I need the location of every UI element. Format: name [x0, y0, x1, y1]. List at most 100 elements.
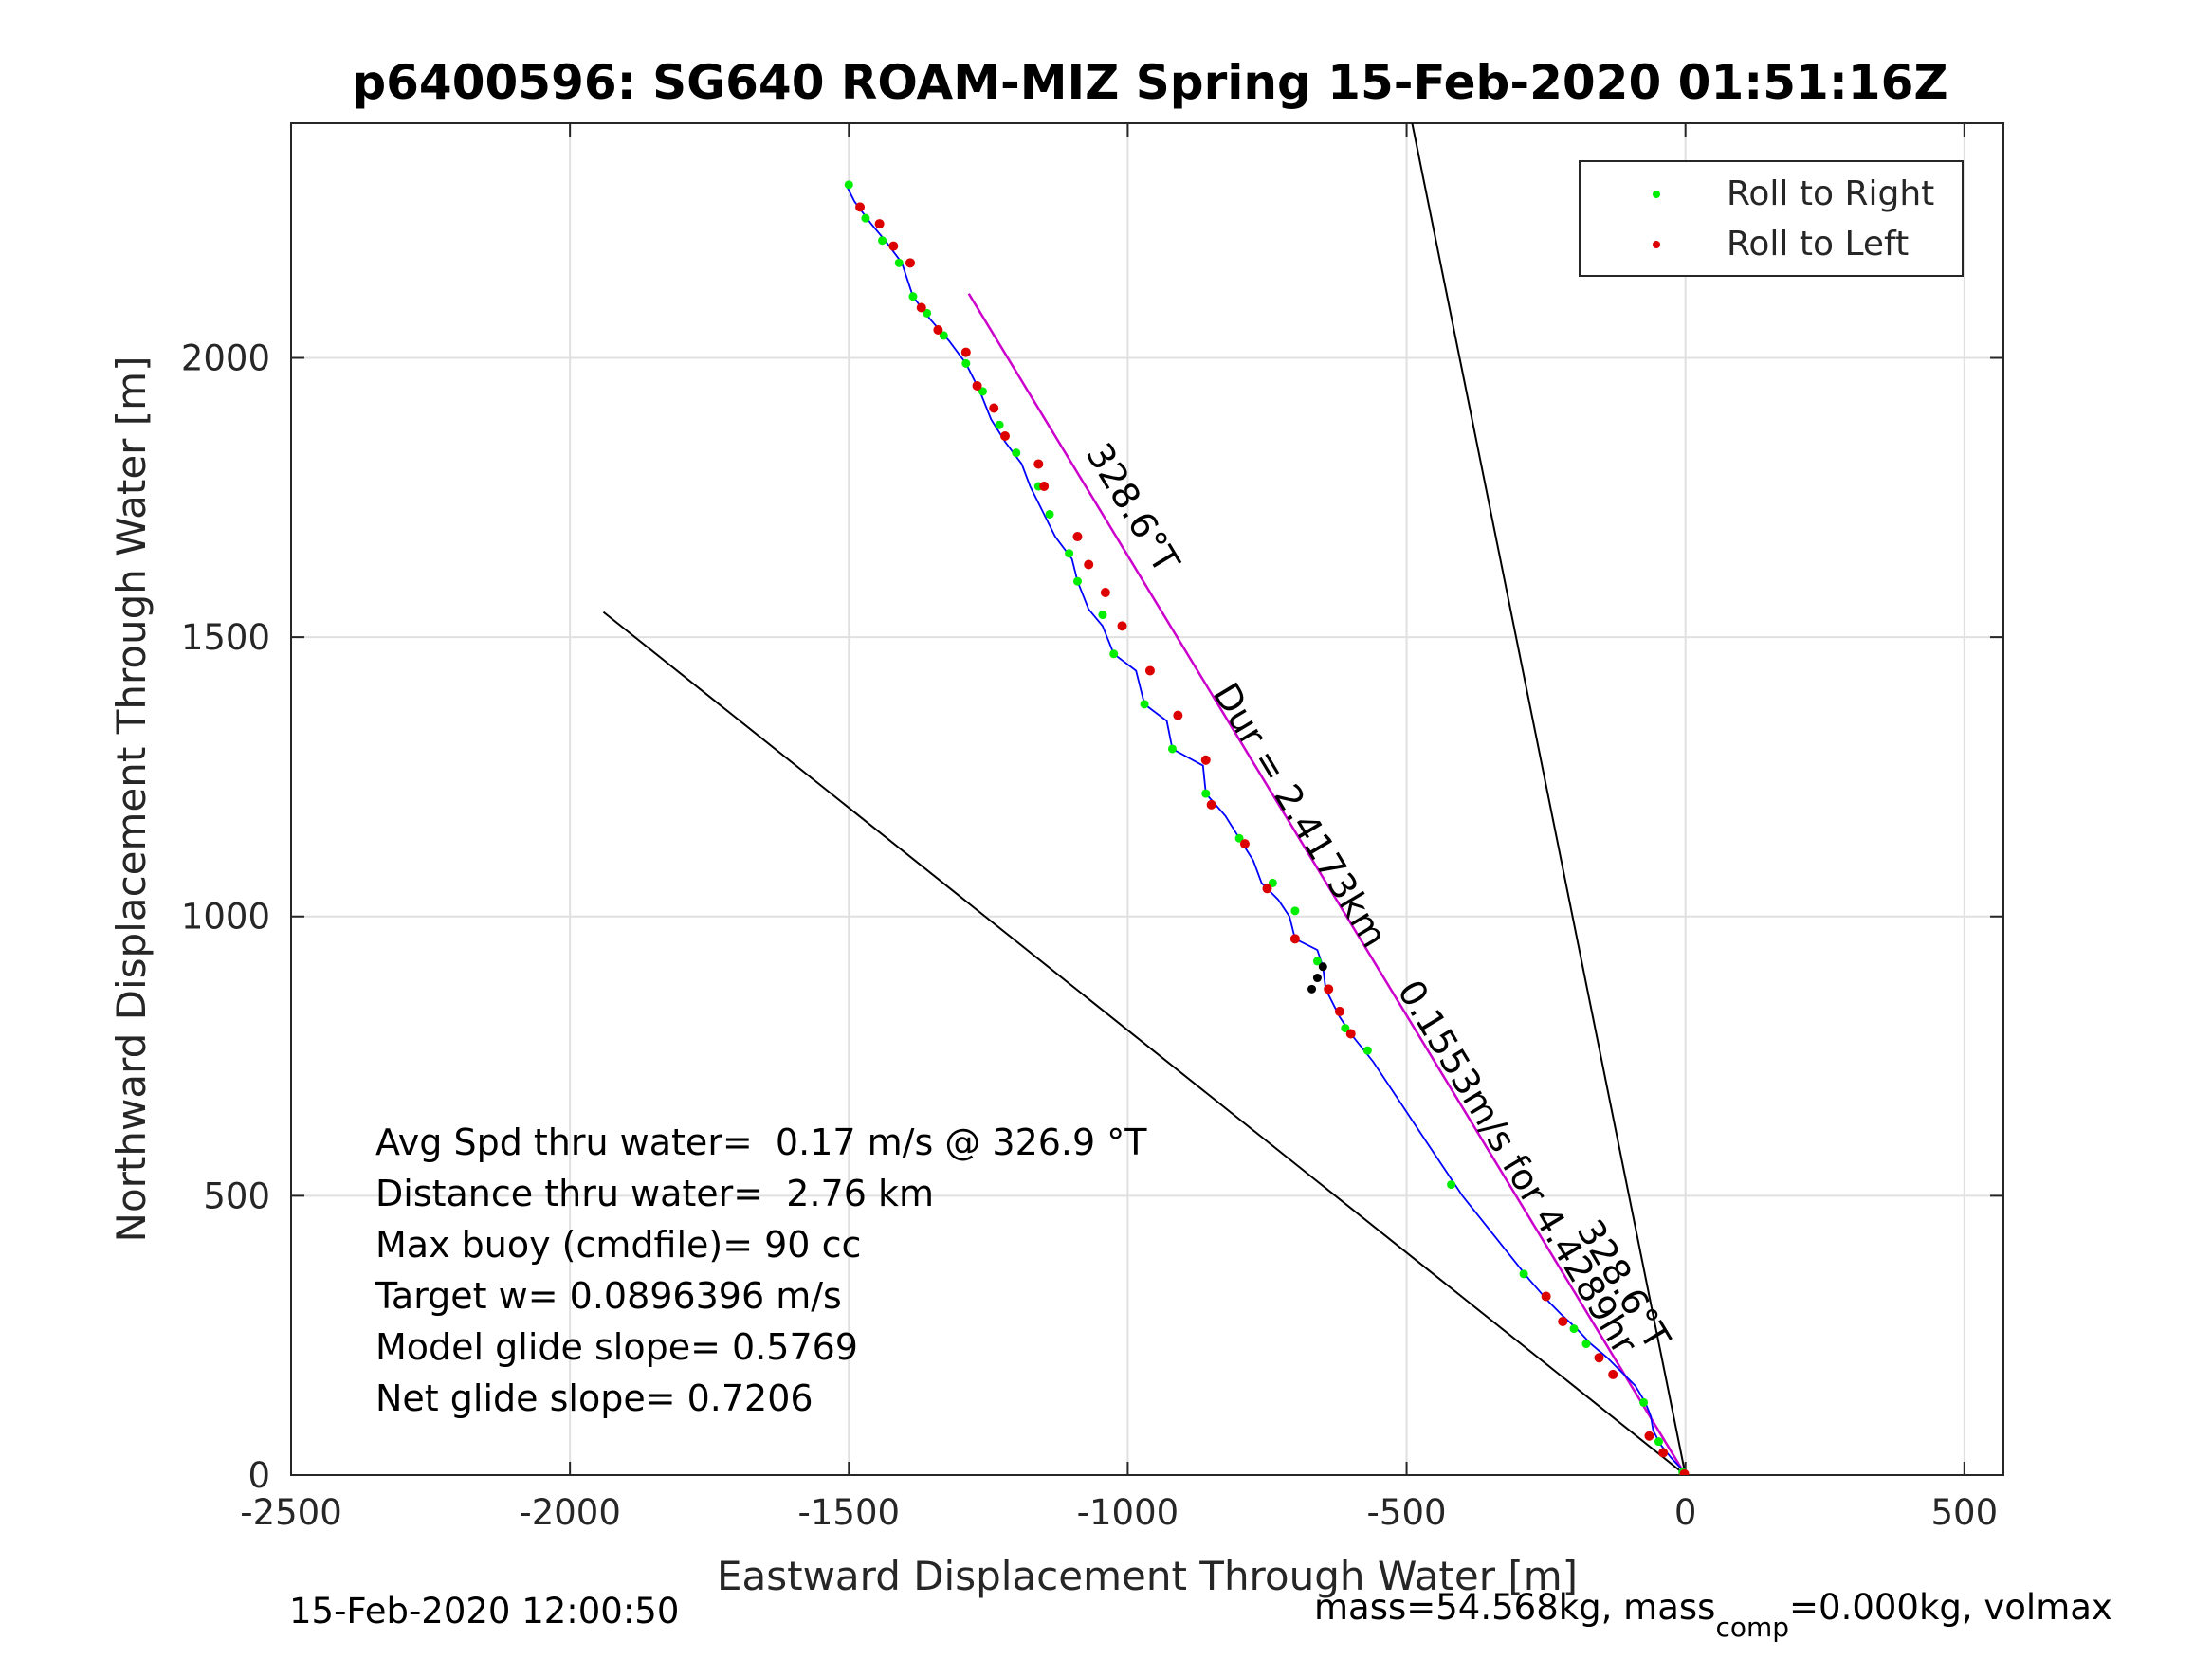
roll-left-point — [999, 430, 1010, 441]
x-axis-label: Eastward Displacement Through Water [m] — [717, 1553, 1578, 1599]
roll-left-point — [1658, 1448, 1669, 1458]
heading-line — [967, 293, 1687, 1475]
glider-track — [845, 184, 1687, 1475]
roll-right-point — [978, 387, 987, 396]
legend-box — [1579, 160, 1964, 277]
x-tick-label: -2500 — [240, 1492, 342, 1533]
x-tick-label: 500 — [1931, 1492, 1999, 1533]
axes: -2500 -2000 -1500 -1000 -500 0 500 0 500 1000 1500… — [181, 123, 2003, 1533]
track-path — [845, 184, 1687, 1475]
roll-left-point — [1558, 1316, 1568, 1326]
x-tick-label: -500 — [1367, 1492, 1447, 1533]
footer-timestamp: 15-Feb-2020 12:00:50 — [289, 1591, 679, 1632]
roll-right-point — [1072, 576, 1082, 586]
roll-right-point — [894, 258, 904, 267]
footer-mass-subscript: comp — [1715, 1612, 1789, 1643]
legend-label-roll-left: Roll to Left — [1727, 225, 1909, 264]
roll-left-point — [1334, 1006, 1344, 1016]
roll-left-point — [888, 241, 899, 251]
roll-left-point — [905, 258, 915, 268]
heading-vector-line — [967, 293, 1687, 1475]
roll-right-point — [1065, 549, 1074, 558]
roll-markers — [844, 180, 1690, 1475]
roll-right-point — [1569, 1324, 1579, 1334]
roll-right-point — [1234, 833, 1244, 843]
y-tick-label: 1000 — [181, 897, 270, 938]
roll-left-point — [1033, 459, 1044, 469]
roll-right-point — [1341, 1024, 1350, 1033]
black-marker-point — [1307, 984, 1317, 994]
roll-left-point — [1594, 1353, 1604, 1363]
roll-left-point — [1262, 884, 1272, 894]
stat-line: Net glide slope= 0.7206 — [375, 1377, 814, 1419]
x-tick-label: 0 — [1674, 1492, 1697, 1533]
roll-right-point — [1109, 649, 1119, 659]
roll-right-point — [1312, 957, 1322, 966]
roll-left-point — [1608, 1369, 1618, 1379]
reference-lines — [602, 123, 1687, 1475]
roll-left-point — [1200, 755, 1211, 765]
legend-label-roll-right: Roll to Right — [1727, 174, 1934, 213]
legend-marker-roll-left — [1653, 241, 1660, 248]
y-tick-label: 500 — [203, 1176, 270, 1216]
roll-left-point — [1117, 621, 1127, 631]
roll-right-point — [1639, 1397, 1649, 1407]
stat-line: Max buoy (cmdfile)= 90 cc — [375, 1224, 861, 1266]
roll-right-point — [923, 308, 932, 318]
y-tick-label: 2000 — [181, 337, 270, 378]
track-annotation: Dur = 2.4173km — [1205, 676, 1396, 955]
y-axis-label: Northward Displacement Through Water [m] — [108, 356, 155, 1243]
roll-left-point — [874, 219, 885, 229]
roll-left-point — [989, 403, 999, 413]
roll-left-point — [972, 380, 982, 391]
footer-mass-suffix: =0.000kg, volmax — [1789, 1587, 2112, 1628]
black-marker-point — [1318, 962, 1327, 972]
roll-right-point — [1167, 744, 1177, 754]
legend: Roll to Right Roll to Left — [1579, 160, 1964, 277]
x-tick-label: -1500 — [798, 1492, 901, 1533]
roll-left-point — [855, 202, 866, 212]
roll-right-point — [1581, 1340, 1591, 1349]
track-annotation: 328.6°T — [1078, 436, 1188, 581]
roll-right-point — [1140, 700, 1149, 709]
stats-block: Avg Spd thru water= 0.17 m/s @ 326.9 °T D… — [375, 1121, 1147, 1419]
footer-mass-prefix: mass=54.568kg, mass — [1314, 1587, 1715, 1628]
grid-lines — [291, 123, 2003, 1475]
roll-left-point — [1541, 1291, 1551, 1302]
stat-line: Target w= 0.0896396 m/s — [375, 1275, 842, 1317]
roll-right-point — [1654, 1437, 1663, 1447]
roll-right-point — [878, 236, 887, 246]
chart-title: p6400596: SG640 ROAM-MIZ Spring 15-Feb-2… — [352, 55, 1947, 110]
roll-left-point — [1206, 799, 1216, 810]
plot-area-frame — [290, 122, 2004, 1476]
roll-left-point — [1144, 665, 1155, 676]
roll-right-point — [1362, 1046, 1372, 1055]
roll-left-point — [1084, 559, 1094, 570]
y-tick-label: 1500 — [181, 617, 270, 658]
roll-left-point — [1100, 587, 1110, 597]
roll-right-point — [995, 420, 1004, 429]
roll-right-point — [1098, 611, 1107, 620]
roll-left-point — [1289, 934, 1300, 944]
roll-left-point — [1644, 1431, 1654, 1441]
roll-left-point — [960, 347, 971, 357]
roll-right-point — [908, 292, 918, 301]
stat-line: Distance thru water= 2.76 km — [375, 1173, 934, 1214]
roll-left-point — [933, 325, 943, 336]
x-tick-label: -2000 — [519, 1492, 621, 1533]
roll-left-point — [1039, 482, 1050, 492]
stat-line: Model glide slope= 0.5769 — [375, 1326, 858, 1368]
roll-right-point — [1045, 509, 1054, 519]
roll-right-point — [1268, 878, 1277, 887]
roll-right-point — [1447, 1180, 1456, 1190]
roll-left-point — [1324, 984, 1334, 994]
roll-right-point — [939, 331, 948, 340]
roll-left-point — [1679, 1468, 1690, 1475]
roll-right-point — [1012, 448, 1021, 458]
roll-left-point — [1239, 839, 1250, 849]
black-marker-point — [1312, 974, 1322, 983]
roll-right-point — [1519, 1269, 1528, 1279]
legend-marker-roll-right — [1653, 191, 1660, 198]
